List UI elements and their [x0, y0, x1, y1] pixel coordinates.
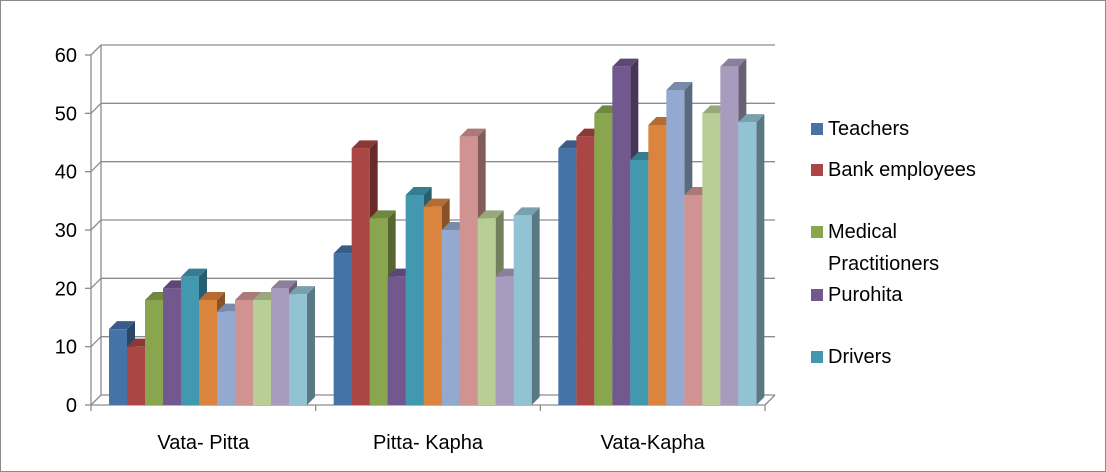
- y-tick-label: 40: [55, 162, 77, 184]
- bar: [405, 195, 424, 405]
- legend-swatch: [811, 123, 823, 135]
- gridline-depth: [90, 336, 102, 348]
- bar-side: [531, 207, 540, 405]
- bar-top: [109, 321, 135, 330]
- bar-top: [513, 207, 540, 216]
- bar: [720, 66, 739, 406]
- bar: [738, 122, 757, 405]
- legend-label: Practitioners: [828, 253, 939, 275]
- bar: [702, 113, 721, 405]
- bar: [109, 329, 127, 405]
- bar: [630, 160, 649, 405]
- legend-swatch: [811, 351, 823, 363]
- bar-top: [423, 198, 450, 207]
- y-tick-label: 10: [55, 337, 77, 359]
- floor-edge: [764, 394, 776, 406]
- bar-top: [477, 210, 504, 219]
- category-label: Vata- Pitta: [157, 432, 250, 454]
- bar: [387, 276, 406, 405]
- legend-swatch: [811, 226, 823, 238]
- bar-top: [235, 292, 261, 300]
- gridline-depth: [90, 394, 102, 406]
- bar-top: [720, 58, 747, 67]
- bar: [648, 125, 667, 405]
- bar-top: [666, 82, 693, 90]
- bar: [576, 136, 595, 405]
- bar-side: [307, 286, 315, 405]
- bar: [199, 300, 217, 405]
- bar: [271, 288, 289, 405]
- gridline-depth: [90, 102, 102, 114]
- bar: [289, 294, 307, 405]
- bar: [423, 206, 442, 405]
- bar-top: [405, 187, 432, 195]
- bar-top: [199, 292, 225, 300]
- legend-label: Medical: [828, 221, 897, 243]
- y-tick-label: 50: [55, 103, 77, 125]
- bar: [441, 230, 460, 405]
- bar-top: [271, 280, 297, 289]
- bar: [127, 346, 145, 405]
- bar: [558, 148, 577, 406]
- y-tick-label: 0: [66, 395, 77, 417]
- bar: [495, 276, 514, 405]
- bar: [612, 66, 631, 406]
- category-label: Pitta- Kapha: [373, 432, 484, 454]
- bar: [477, 218, 496, 405]
- category-labels: Vata- Pitta Pitta- Kapha Vata-Kapha: [157, 432, 705, 454]
- bar-top: [181, 268, 207, 277]
- gridline-depth: [90, 219, 102, 231]
- bar: [594, 113, 613, 405]
- gridline-depth: [90, 277, 102, 289]
- bars: [109, 58, 765, 406]
- bar: [181, 276, 199, 405]
- legend-label: Bank employees: [828, 159, 976, 181]
- y-tick-label: 20: [55, 278, 77, 300]
- gridline-depth: [90, 161, 102, 173]
- bar: [369, 218, 388, 405]
- gridline-depth: [90, 44, 102, 56]
- category-label: Vata-Kapha: [601, 432, 706, 454]
- legend-swatch: [811, 164, 823, 176]
- bar-top: [289, 286, 315, 295]
- bar: [684, 195, 703, 405]
- bar: [351, 148, 370, 406]
- legend-swatch: [811, 289, 823, 301]
- legend: Teachers Bank employees Medical Practitione…: [811, 118, 976, 368]
- bar-top: [369, 210, 396, 219]
- bar-top: [738, 114, 765, 123]
- bar: [513, 215, 532, 405]
- bar: [163, 288, 181, 405]
- bar: [235, 300, 253, 405]
- y-tick-label: 30: [55, 220, 77, 242]
- y-tick-label: 60: [55, 45, 77, 67]
- legend-label: Drivers: [828, 346, 891, 368]
- bar: [253, 300, 271, 405]
- bar-top: [351, 140, 378, 149]
- bar: [333, 253, 352, 405]
- legend-label: Purohita: [828, 284, 903, 306]
- bar: [666, 90, 685, 405]
- legend-label: Teachers: [828, 118, 909, 140]
- bar: [217, 311, 235, 405]
- bar: [459, 136, 478, 405]
- y-tick-labels: 0 10 20 30 40 50 60: [55, 45, 77, 417]
- bar-top: [612, 58, 639, 67]
- bar-top: [459, 128, 486, 137]
- bar-side: [756, 114, 765, 405]
- bar: [145, 300, 163, 405]
